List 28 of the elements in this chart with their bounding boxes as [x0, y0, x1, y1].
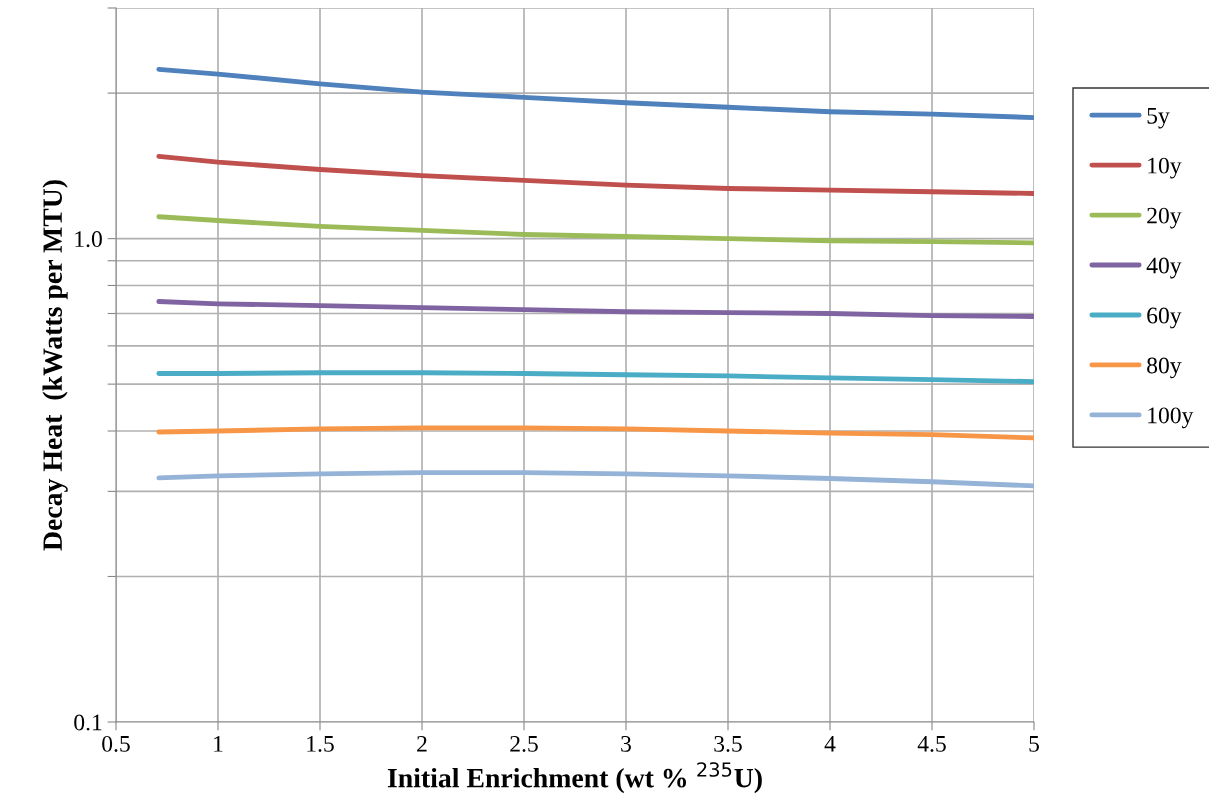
line-series: [156, 66, 1034, 121]
y-tick-label: 0.1: [74, 714, 102, 731]
y-axis-title: Decay Heat (kWatts per MTU): [42, 180, 68, 551]
line-series: [156, 425, 1034, 441]
line-series: [156, 214, 1034, 246]
x-tick-label: 2: [417, 735, 427, 752]
x-axis-title: Initial Enrichment (wt % $^{235}$U): [387, 762, 762, 794]
legend-label: 100y: [1148, 407, 1194, 429]
line-series: [156, 470, 1034, 489]
x-tick-label: 4.5: [917, 736, 946, 752]
line-series: [156, 299, 1034, 319]
legend-label: 5y: [1147, 107, 1170, 129]
legend-label: 80y: [1147, 357, 1182, 379]
legend-label: 10y: [1148, 157, 1182, 179]
x-tick-label: 1: [214, 735, 223, 752]
x-tick-label: 5: [1029, 736, 1039, 752]
x-tick-label: 0.5: [102, 735, 130, 752]
legend-label: 60y: [1147, 307, 1182, 329]
x-tick-label: 3: [621, 735, 631, 752]
line-series: [156, 153, 1034, 196]
y-tick-label: 1.0: [75, 231, 102, 248]
line-series: [156, 370, 1034, 385]
x-tick-label: 4: [824, 736, 836, 752]
legend-label: 20y: [1147, 207, 1182, 229]
x-tick-label: 2.5: [510, 735, 538, 752]
legend-label: 40y: [1146, 257, 1182, 279]
x-tick-label: 3.5: [714, 735, 742, 752]
x-tick-label: 1.5: [307, 735, 334, 752]
